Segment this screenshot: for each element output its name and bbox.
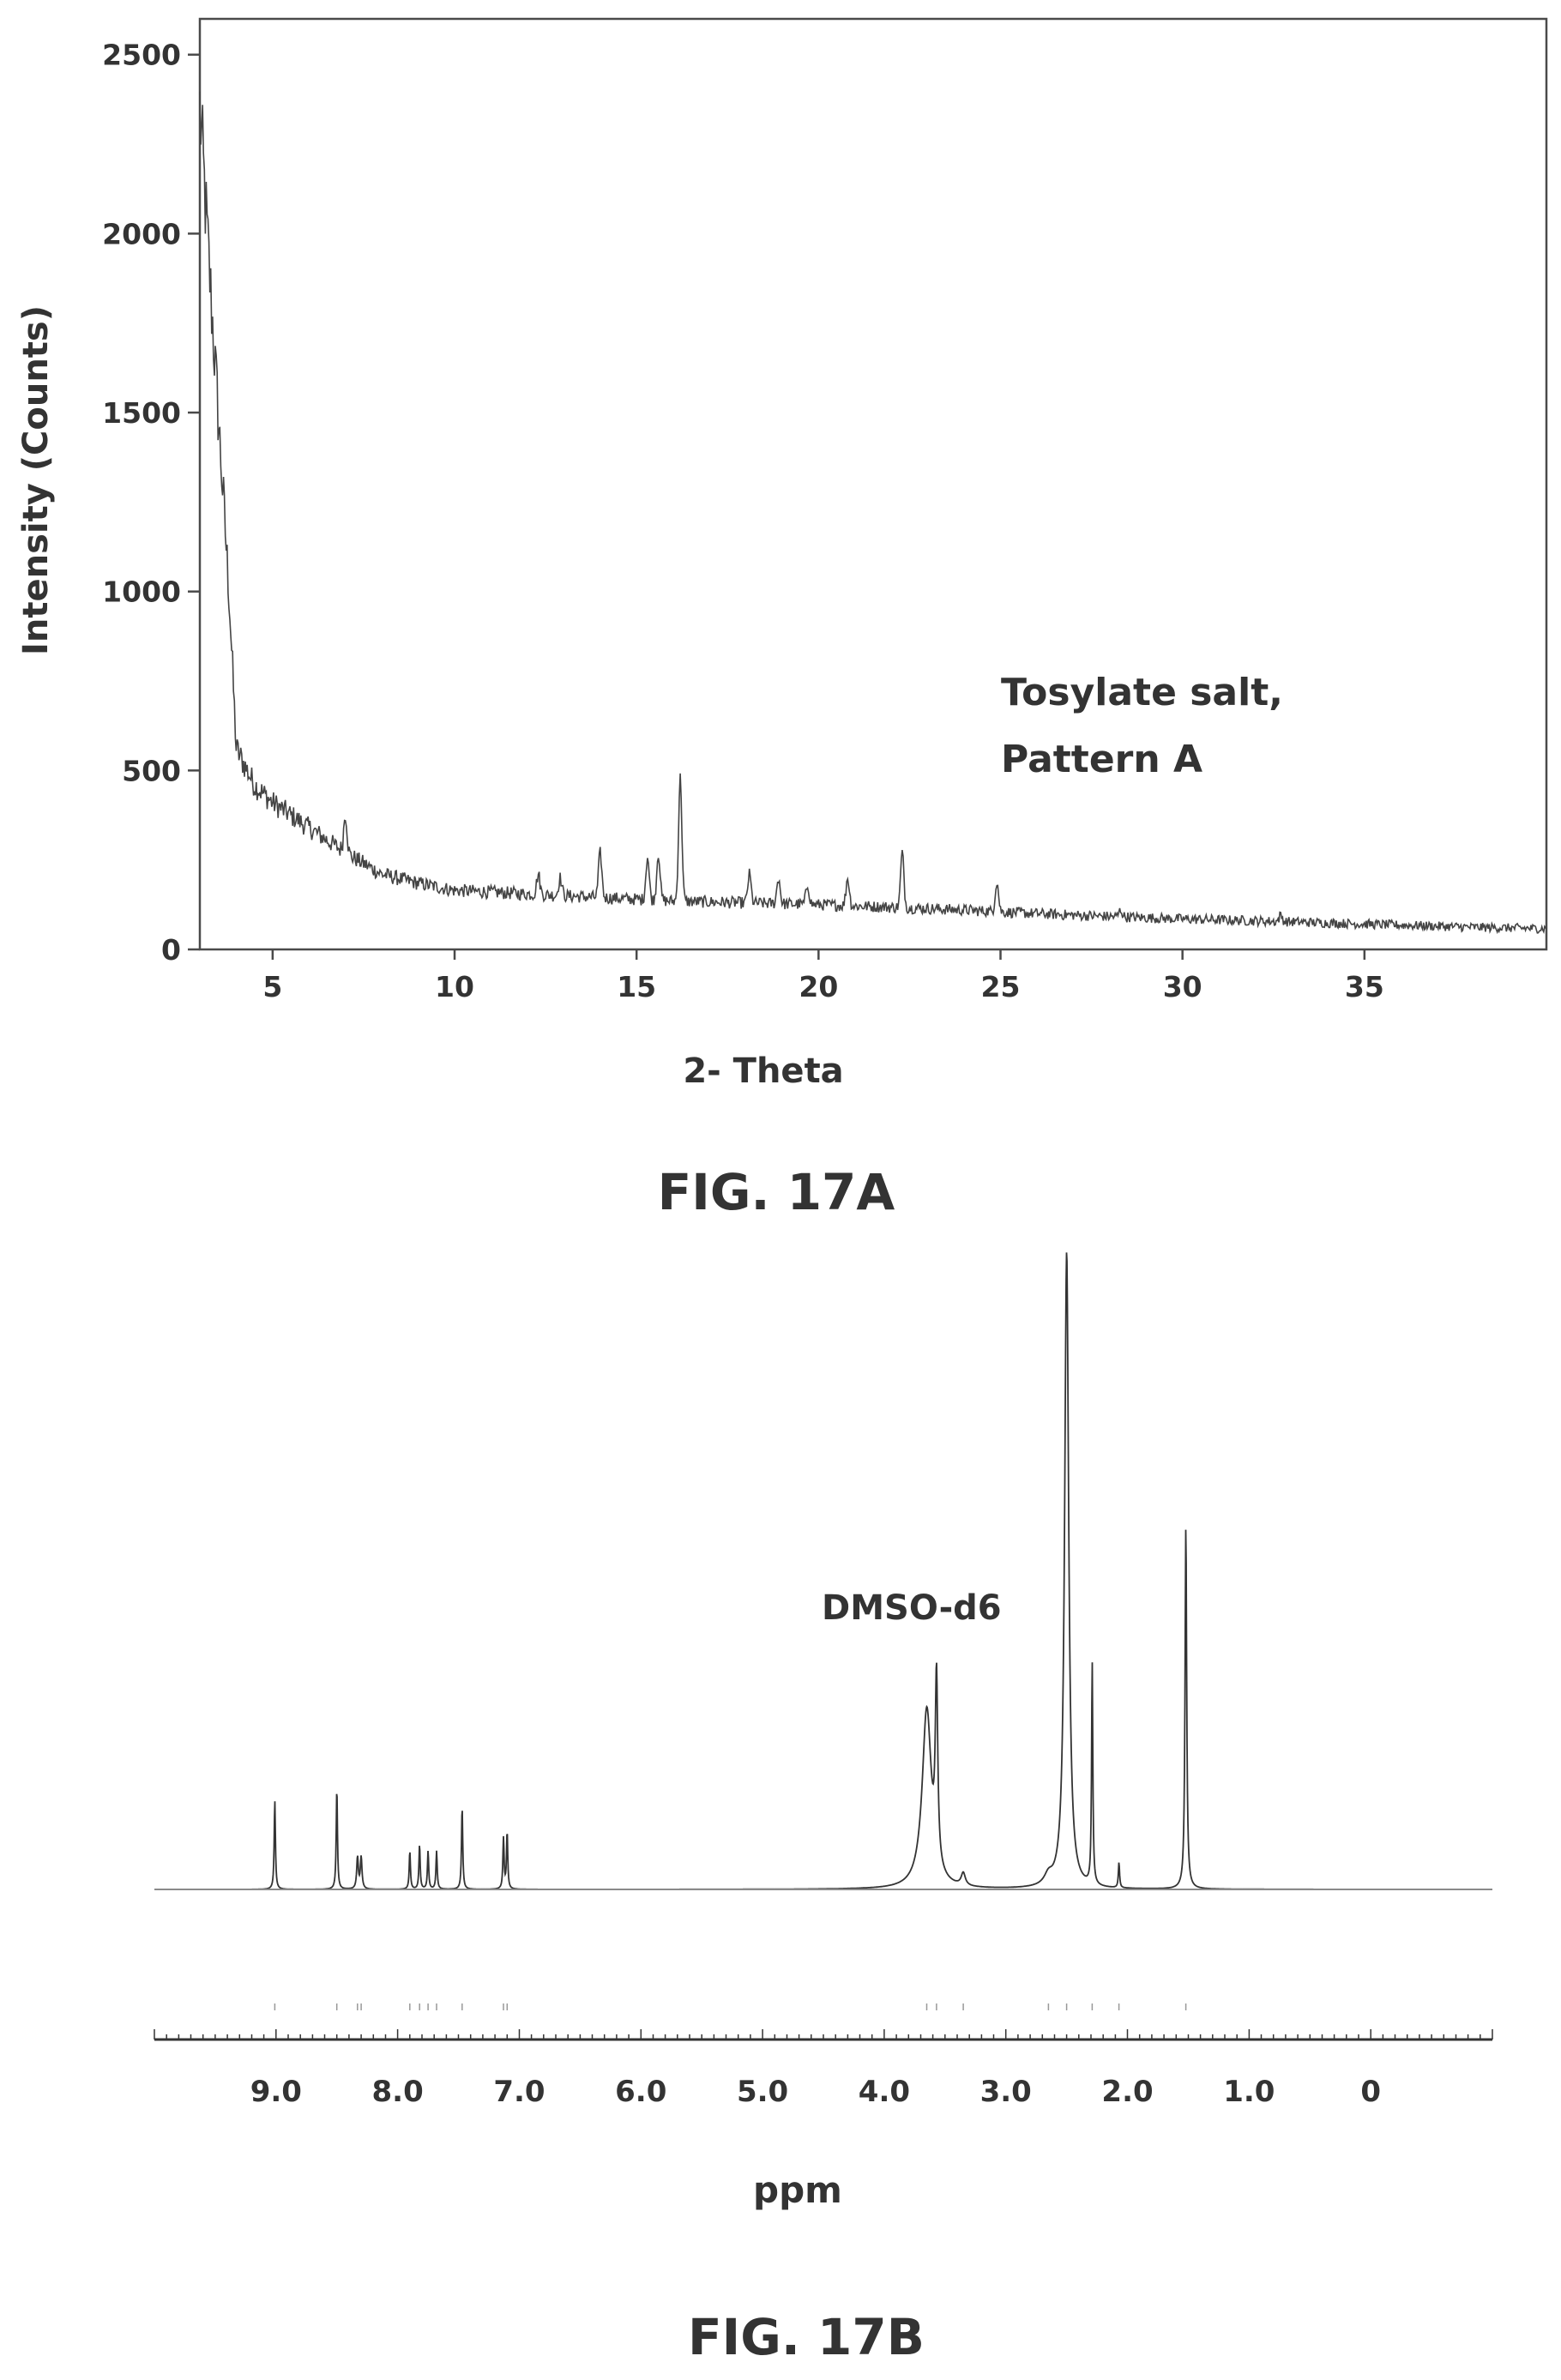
nmr-x-tick-label: 1.0 [1223, 2075, 1275, 2109]
xrpd-y-tick-label: 2000 [102, 217, 181, 250]
nmr-x-tick-label: 0 [1360, 2075, 1381, 2109]
nmr-x-tick-label: 9.0 [250, 2075, 302, 2109]
xrpd-trace [199, 91, 1547, 935]
nmr-trace-layer [154, 1252, 1492, 2010]
nmr-x-tick-label: 3.0 [980, 2075, 1032, 2109]
xrpd-x-tick-label: 10 [435, 970, 474, 1003]
nmr-x-tick-label: 2.0 [1101, 2075, 1153, 2109]
xrpd-y-tick-label: 2500 [102, 39, 181, 72]
xrpd-plot-frame [198, 17, 1548, 951]
xrpd-annotation-line-1: Tosylate salt, [1001, 671, 1283, 714]
figure-caption-17b: FIG. 17B [688, 2308, 925, 2366]
nmr-x-axis-label: ppm [753, 2169, 842, 2211]
xrpd-y-tick-label: 500 [122, 754, 181, 787]
xrpd-trace-layer [199, 91, 1547, 935]
nmr-x-axis: 9.0 8.0 7.0 6.0 5.0 4.0 3.0 2.0 1.0 0 [154, 2029, 1493, 2109]
xrpd-x-tick-label: 5 [262, 970, 282, 1003]
nmr-x-tick-label: 7.0 [493, 2075, 545, 2109]
nmr-solvent-annotation: DMSO-d6 [822, 1588, 1002, 1628]
xrpd-y-axis: 0 500 1000 1500 2000 2500 [102, 39, 200, 967]
xrpd-x-tick-label: 30 [1163, 970, 1202, 1003]
xrpd-y-tick-label: 0 [161, 933, 181, 967]
nmr-chart: 9.0 8.0 7.0 6.0 5.0 4.0 3.0 2.0 1.0 0 DMSO-d6 ppm… [154, 1252, 1493, 2366]
nmr-spectrum-trace [154, 1252, 1492, 1890]
xrpd-y-axis-label: Intensity (Counts) [16, 305, 56, 655]
xrpd-x-tick-label: 35 [1345, 970, 1384, 1003]
xrpd-x-tick-label: 15 [617, 970, 656, 1003]
nmr-x-tick-label: 6.0 [615, 2075, 666, 2109]
nmr-x-tick-label: 8.0 [372, 2075, 424, 2109]
nmr-x-tick-label: 4.0 [859, 2075, 910, 2109]
xrpd-x-axis-label: 2- Theta [683, 1051, 843, 1091]
xrpd-x-tick-label: 20 [799, 970, 838, 1003]
xrpd-y-tick-label: 1000 [102, 575, 181, 609]
xrpd-annotation-line-2: Pattern A [1001, 738, 1202, 781]
xrpd-y-tick-label: 1500 [102, 396, 181, 430]
xrpd-x-axis: 5 10 15 20 25 30 35 [262, 949, 1384, 1003]
figure-caption-17a: FIG. 17A [658, 1163, 895, 1221]
nmr-x-tick-label: 5.0 [737, 2075, 788, 2109]
xrpd-chart: 0 500 1000 1500 2000 2500 5 10 15 20 25 30 35 Inten… [16, 17, 1548, 1221]
xrpd-x-tick-label: 25 [981, 970, 1021, 1003]
